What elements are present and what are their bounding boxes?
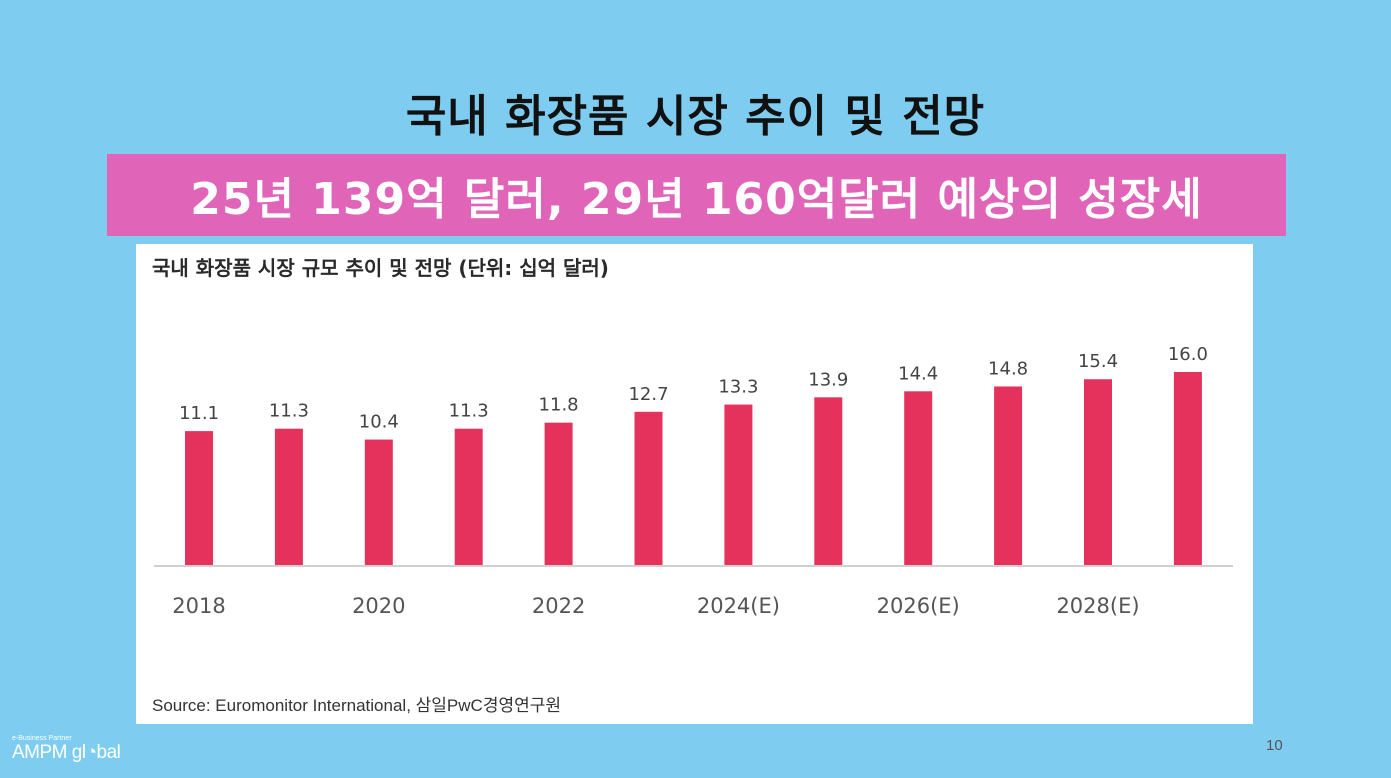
chart-source: Source: Euromonitor International, 삼일PwC… xyxy=(152,696,562,715)
slide-title: 국내 화장품 시장 추이 및 전망 xyxy=(405,91,986,142)
value-label: 15.4 xyxy=(1078,351,1118,372)
bar-2029(E) xyxy=(1173,372,1202,565)
value-label: 14.8 xyxy=(988,358,1028,379)
bar-2018 xyxy=(185,431,213,565)
bar-2019 xyxy=(274,428,303,565)
page-number: 10 xyxy=(1266,737,1283,754)
bar-2024(E) xyxy=(724,404,753,565)
x-tick-label: 2024(E) xyxy=(697,594,780,618)
value-label: 11.8 xyxy=(539,395,579,416)
bar-2023 xyxy=(634,411,663,565)
brand-tagline: e-Business Partner xyxy=(12,735,72,742)
bar-2026(E) xyxy=(904,391,933,565)
value-label: 16.0 xyxy=(1168,344,1208,365)
bar-2028(E) xyxy=(1084,379,1112,565)
bar-2025(E) xyxy=(814,397,843,565)
bar-2020 xyxy=(364,439,393,565)
subtitle-text: 25년 139억 달러, 29년 160억달러 예상의 성장세 xyxy=(190,174,1203,225)
value-label: 11.3 xyxy=(269,401,309,422)
brand-name: AMPM gl◔bal xyxy=(12,742,121,763)
bar-2027(E) xyxy=(994,386,1023,565)
bar-2022 xyxy=(544,422,573,565)
x-tick-label: 2018 xyxy=(172,594,225,618)
value-label: 11.1 xyxy=(179,403,219,424)
chart-title: 국내 화장품 시장 규모 추이 및 전망 (단위: 십억 달러) xyxy=(152,256,609,280)
value-label: 13.3 xyxy=(718,377,758,398)
value-label: 12.7 xyxy=(628,384,668,405)
x-tick-label: 2022 xyxy=(532,594,585,618)
x-tick-label: 2020 xyxy=(352,594,405,618)
bar-2021 xyxy=(454,428,483,565)
brand-logo: e-Business Partner AMPM gl◔bal xyxy=(12,735,121,764)
value-label: 10.4 xyxy=(359,412,399,433)
value-label: 14.4 xyxy=(898,363,938,384)
x-tick-label: 2026(E) xyxy=(877,594,960,618)
subtitle-banner: 25년 139억 달러, 29년 160억달러 예상의 성장세 xyxy=(107,154,1286,236)
chart-panel: 국내 화장품 시장 규모 추이 및 전망 (단위: 십억 달러) 11.1 201… xyxy=(136,244,1253,724)
value-label: 13.9 xyxy=(808,369,848,390)
value-label: 11.3 xyxy=(449,401,489,422)
x-tick-label: 2028(E) xyxy=(1056,594,1139,618)
bar-chart: 11.1 2018 11.3 10.4 2020 11.3 11.8 2022 12.7 13.3… xyxy=(154,344,1233,618)
